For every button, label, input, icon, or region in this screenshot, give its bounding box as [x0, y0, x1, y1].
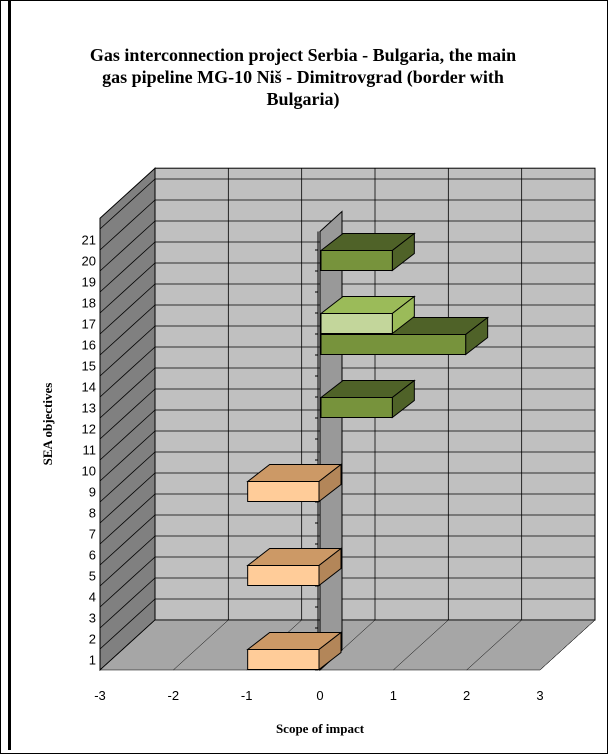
bar-front — [320, 397, 393, 418]
y-tick-label: 11 — [83, 443, 97, 458]
y-tick-label: 19 — [82, 275, 96, 290]
x-tick-label: -2 — [168, 688, 180, 703]
y-tick-label: 9 — [89, 485, 96, 500]
gridline-side — [99, 220, 156, 272]
gridline-side — [99, 535, 156, 587]
x-tick-label: 2 — [463, 688, 470, 703]
gridline-side — [99, 199, 156, 251]
y-tick-label: 2 — [89, 632, 96, 647]
gridline-side — [99, 283, 156, 335]
bar-front — [247, 649, 320, 670]
y-tick-label: 14 — [82, 380, 96, 395]
gridline-floor — [466, 619, 522, 671]
y-tick-label: 21 — [82, 233, 96, 248]
bar-20 — [319, 232, 416, 272]
y-axis-title: SEA objectives — [40, 383, 55, 466]
gridline-side — [99, 325, 156, 377]
gridline-side — [99, 577, 156, 629]
bar-5 — [246, 547, 343, 587]
gridline-floor — [539, 619, 596, 671]
gridline-side — [99, 346, 156, 398]
gridline-side — [99, 388, 156, 440]
gridline-side — [99, 409, 156, 461]
gridline-floor — [99, 619, 156, 671]
x-tick-label: -3 — [94, 688, 106, 703]
y-tick-label: 7 — [89, 527, 96, 542]
x-tick-label: -1 — [241, 688, 253, 703]
x-tick-label: 1 — [390, 688, 397, 703]
gridline-side — [99, 367, 156, 419]
bar-series — [246, 232, 490, 671]
gridline-floor — [393, 619, 449, 671]
y-tick-label: 20 — [82, 254, 96, 269]
bar-front — [320, 313, 393, 334]
gridline-floor — [173, 619, 229, 671]
bar-17 — [319, 295, 416, 335]
y-tick-label: 12 — [82, 422, 96, 437]
y-tick-label: 8 — [89, 506, 96, 521]
x-tick-label: 0 — [316, 688, 323, 703]
gridline-side — [99, 493, 156, 545]
gridline-side — [99, 556, 156, 608]
y-tick-label: 1 — [89, 653, 96, 668]
bar-1 — [246, 631, 343, 671]
gridline-side — [99, 304, 156, 356]
gridline-side — [99, 598, 156, 650]
y-tick-label: 18 — [82, 296, 96, 311]
gridline-side — [99, 241, 156, 293]
bar-front — [247, 481, 320, 502]
zero-axis-panel — [319, 210, 343, 672]
x-axis-title: Scope of impact — [276, 721, 365, 736]
bar-front — [320, 334, 467, 355]
y-tick-label: 13 — [82, 401, 96, 416]
gridline-side — [99, 430, 156, 482]
bar-13 — [319, 379, 416, 419]
y-tick-label: 5 — [89, 569, 96, 584]
gridline-side — [99, 262, 156, 314]
y-tick-label: 16 — [82, 338, 96, 353]
side-wall — [99, 167, 156, 672]
y-tick-label: 10 — [82, 464, 96, 479]
left-border-rule — [8, 0, 11, 750]
y-tick-label: 3 — [89, 611, 96, 626]
chart-title: Gas interconnection project Serbia - Bul… — [89, 45, 517, 109]
gridline-side — [99, 178, 156, 230]
gridline-side — [99, 472, 156, 524]
x-tick-label: 3 — [536, 688, 543, 703]
y-tick-label: 17 — [82, 317, 96, 332]
gridline-side — [99, 514, 156, 566]
bar-9 — [246, 463, 343, 503]
y-tick-label: 15 — [82, 359, 96, 374]
y-tick-label: 4 — [89, 590, 96, 605]
y-tick-label: 6 — [89, 548, 96, 563]
bar-front — [320, 250, 393, 271]
bar-front — [247, 565, 320, 586]
gridline-side — [99, 451, 156, 503]
